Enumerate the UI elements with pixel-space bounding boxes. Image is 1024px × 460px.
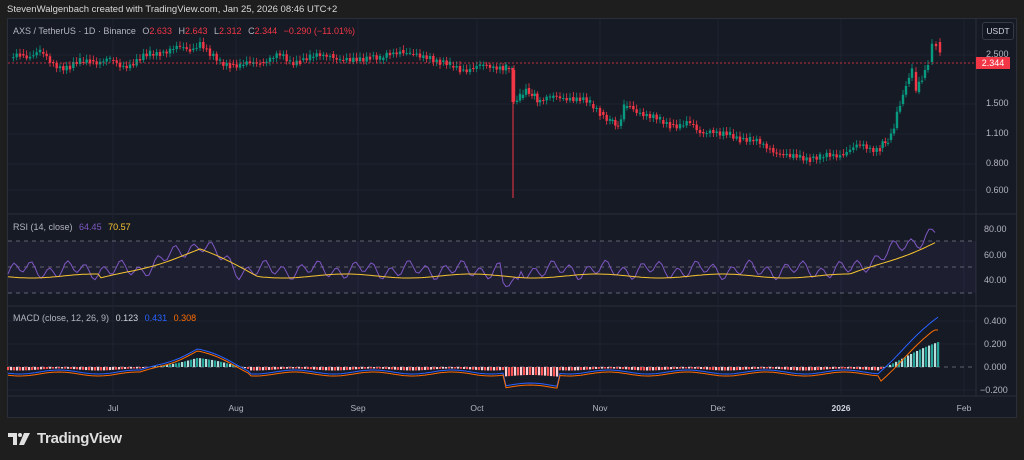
last-price-label: 2.344	[976, 57, 1010, 69]
tradingview-logo[interactable]: TradingView	[8, 430, 122, 447]
price-change: −0.290 (−11.01%)	[283, 26, 356, 36]
rsi-value: 64.45	[79, 222, 102, 232]
macd-axis-tick: −0.200	[980, 385, 1008, 395]
ohlc-close: C2.344	[248, 26, 278, 36]
price-axis-tick: 1.500	[986, 98, 1009, 108]
rsi-ma-value: 70.57	[108, 222, 131, 232]
macd-legend: MACD (close, 12, 26, 9) 0.123 0.431 0.30…	[13, 313, 200, 323]
time-axis-tick: Sep	[350, 403, 366, 413]
credit-line: StevenWalgenbach created with TradingVie…	[7, 4, 338, 15]
brand-name: TradingView	[37, 430, 122, 447]
macd-line-value: 0.431	[144, 313, 168, 323]
macd-hist-value: 0.123	[115, 313, 139, 323]
macd-axis-tick: 0.000	[984, 362, 1007, 372]
macd-axis-tick: 0.400	[984, 316, 1007, 326]
time-axis-tick: 2026	[831, 403, 851, 413]
rsi-axis-tick: 60.00	[984, 250, 1007, 260]
tradingview-logo-icon	[8, 432, 30, 445]
ohlc-low: L2.312	[214, 26, 242, 36]
time-axis-tick: Aug	[228, 403, 244, 413]
ohlc-high: H2.643	[178, 26, 208, 36]
price-axis-tick: 2.500	[986, 49, 1009, 59]
time-axis-tick: Jul	[107, 403, 119, 413]
rsi-title[interactable]: RSI (14, close)	[13, 222, 73, 232]
symbol-name[interactable]: AXS / TetherUS · 1D · Binance	[13, 26, 136, 36]
macd-signal-value: 0.308	[173, 313, 197, 323]
rsi-axis-tick: 80.00	[984, 224, 1007, 234]
price-axis-tick: 0.600	[986, 185, 1009, 195]
macd-axis-tick: 0.200	[984, 339, 1007, 349]
time-axis-tick: Oct	[470, 403, 484, 413]
price-axis-tick: 0.800	[986, 158, 1009, 168]
currency-badge[interactable]: USDT	[982, 22, 1014, 40]
macd-title[interactable]: MACD (close, 12, 26, 9)	[13, 313, 110, 323]
time-axis-tick: Nov	[592, 403, 608, 413]
time-axis-tick: Feb	[956, 403, 972, 413]
symbol-legend: AXS / TetherUS · 1D · Binance O2.633 H2.…	[13, 26, 359, 36]
rsi-axis-tick: 40.00	[984, 275, 1007, 285]
ohlc-open: O2.633	[142, 26, 172, 36]
rsi-legend: RSI (14, close) 64.45 70.57	[13, 222, 135, 232]
price-axis-tick: 1.100	[986, 128, 1009, 138]
time-axis-tick: Dec	[710, 403, 726, 413]
